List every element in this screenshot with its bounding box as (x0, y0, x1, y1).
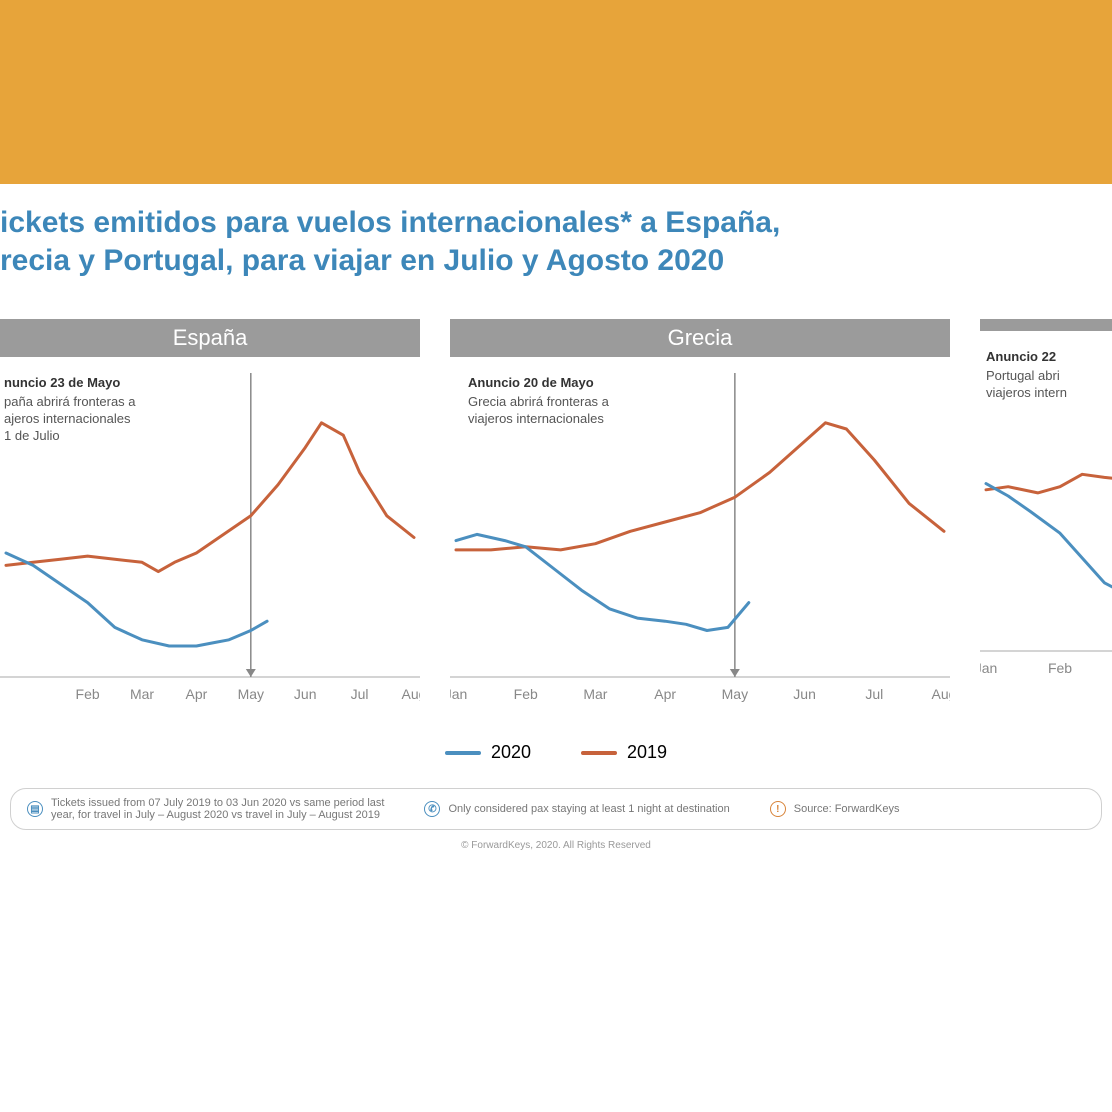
legend-item-2019: 2019 (581, 742, 667, 763)
info-icon: ! (770, 801, 786, 817)
footer-note-2-text: Only considered pax staying at least 1 n… (448, 803, 729, 815)
svg-text:May: May (722, 686, 748, 702)
svg-text:Jun: Jun (793, 686, 816, 702)
legend-swatch-2020 (445, 751, 481, 755)
svg-text:Aug: Aug (402, 686, 420, 702)
series-2019 (6, 423, 414, 572)
svg-text:Mar: Mar (583, 686, 607, 702)
title-line-2: recia y Portugal, para viajar en Julio y… (0, 244, 724, 277)
footer-notes: ▤ Tickets issued from 07 July 2019 to 03… (10, 788, 1102, 830)
svg-text:Jul: Jul (351, 686, 369, 702)
series-2020 (986, 484, 1112, 599)
footer-note-1: ▤ Tickets issued from 07 July 2019 to 03… (27, 797, 384, 821)
chart-annotation: Anuncio 22Portugal abri viajeros intern (986, 349, 1067, 402)
legend-label-2020: 2020 (491, 742, 531, 763)
chart-area: Jan Feb Anuncio 22Portugal abri viajeros i… (980, 331, 1112, 691)
legend: 2020 2019 (0, 717, 1112, 788)
svg-text:Jun: Jun (294, 686, 317, 702)
svg-text:Feb: Feb (76, 686, 100, 702)
phone-icon: ✆ (424, 801, 440, 817)
svg-text:Jan: Jan (450, 686, 467, 702)
copyright: © ForwardKeys, 2020. All Rights Reserved (0, 836, 1112, 855)
chart-panel-0: España Feb Mar Apr May Jun Jul Aug nuncio 23 de … (0, 319, 420, 717)
footer-note-3: ! Source: ForwardKeys (770, 801, 900, 817)
panel-header: España (0, 319, 420, 357)
chart-area: Feb Mar Apr May Jun Jul Aug nuncio 23 de Mayopa… (0, 357, 420, 717)
title-line-1: ickets emitidos para vuelos internaciona… (0, 206, 780, 239)
chart-area: Jan Feb Mar Apr May Jun Jul Aug Anuncio 20 de Ma… (450, 357, 950, 717)
svg-text:May: May (238, 686, 264, 702)
legend-label-2019: 2019 (627, 742, 667, 763)
calendar-icon: ▤ (27, 801, 43, 817)
charts-row: España Feb Mar Apr May Jun Jul Aug nuncio 23 de … (0, 319, 1112, 717)
footer-note-2: ✆ Only considered pax staying at least 1… (424, 801, 729, 817)
svg-text:Apr: Apr (654, 686, 676, 702)
svg-text:Jul: Jul (865, 686, 883, 702)
panel-header (980, 319, 1112, 331)
svg-text:Jan: Jan (980, 660, 997, 676)
legend-swatch-2019 (581, 751, 617, 755)
svg-text:Mar: Mar (130, 686, 154, 702)
panel-header: Grecia (450, 319, 950, 357)
legend-item-2020: 2020 (445, 742, 531, 763)
chart-panel-1: Grecia Jan Feb Mar Apr May Jun Jul Aug Anuncio 20… (450, 319, 950, 717)
series-2019 (456, 423, 944, 550)
chart-panel-2: Jan Feb Anuncio 22Portugal abri viajeros i… (980, 319, 1112, 717)
page-title: ickets emitidos para vuelos internaciona… (0, 204, 1112, 319)
series-2020 (6, 553, 267, 646)
content-area: ickets emitidos para vuelos internaciona… (0, 184, 1112, 855)
svg-text:Apr: Apr (186, 686, 208, 702)
svg-text:Feb: Feb (1048, 660, 1072, 676)
series-2019 (986, 474, 1112, 493)
svg-text:Feb: Feb (514, 686, 538, 702)
footer-note-1-text: Tickets issued from 07 July 2019 to 03 J… (51, 797, 384, 821)
top-band (0, 0, 1112, 184)
chart-annotation: nuncio 23 de Mayopaña abrirá fronteras a… (4, 375, 136, 445)
svg-text:Aug: Aug (932, 686, 950, 702)
footer-note-3-text: Source: ForwardKeys (794, 803, 900, 815)
chart-annotation: Anuncio 20 de MayoGrecia abrirá frontera… (468, 375, 609, 428)
